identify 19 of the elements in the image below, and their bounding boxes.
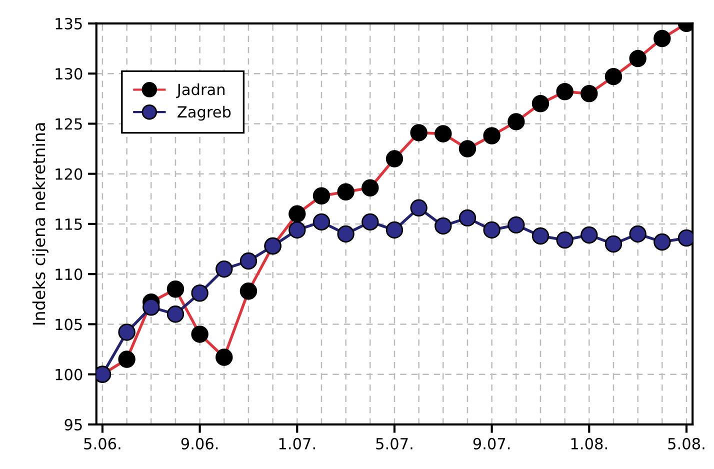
x-tick-label: 9.07. [473, 438, 510, 450]
y-tick-label: 110 [56, 268, 82, 280]
y-tick-label: 95 [64, 418, 82, 430]
x-tick-label: 1.08. [571, 438, 607, 450]
y-tick-label: 115 [56, 218, 82, 230]
y-tick-label: 105 [56, 318, 82, 330]
y-tick-label: 125 [56, 118, 82, 130]
y-tick-label: 100 [56, 368, 82, 380]
y-tick-label: 130 [56, 68, 82, 80]
x-tick-label: 5.07. [376, 438, 412, 450]
x-tick-label: 1.07. [279, 438, 315, 450]
legend-label: Zagreb [178, 106, 231, 121]
y-axis-title: Indeks cijena nekretnina [32, 123, 48, 325]
x-tick-label: 9.06. [181, 438, 218, 450]
legend-label: Jadran [176, 83, 225, 98]
y-tick-label: 135 [56, 18, 82, 30]
y-tick-label: 120 [56, 168, 82, 180]
x-tick-label: 5.06. [84, 438, 120, 450]
x-tick-label: 5.08. [668, 438, 704, 450]
